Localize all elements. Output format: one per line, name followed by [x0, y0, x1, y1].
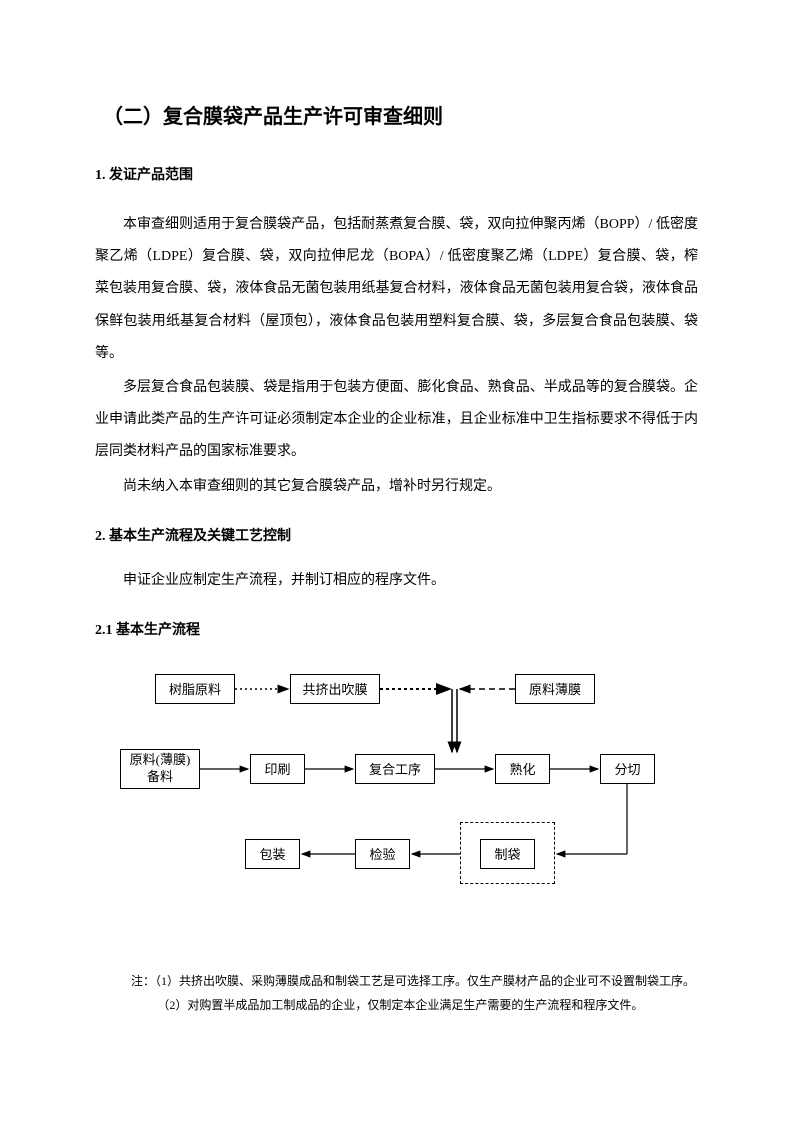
note-line1: 注：（1）共挤出吹膜、采购薄膜成品和制袋工艺是可选择工序。仅生产膜材产品的企业可…	[95, 969, 698, 993]
node-cure: 熟化	[495, 754, 550, 784]
node-coextrude: 共挤出吹膜	[290, 674, 380, 704]
flowchart: 树脂原料 共挤出吹膜 原料薄膜 原料(薄膜) 备料 印刷 复合工序 熟化 分切 …	[95, 674, 698, 934]
node-material: 原料(薄膜) 备料	[120, 749, 200, 789]
node-cut: 分切	[600, 754, 655, 784]
section21-heading: 2.1 基本生产流程	[95, 619, 698, 639]
section1-heading: 1. 发证产品范围	[95, 164, 698, 184]
node-resin: 树脂原料	[155, 674, 235, 704]
section1-para3: 尚未纳入本审查细则的其它复合膜袋产品，增补时另行规定。	[95, 471, 698, 503]
node-composite: 复合工序	[355, 754, 435, 784]
flowchart-connectors	[95, 674, 698, 934]
section1-para1: 本审查细则适用于复合膜袋产品，包括耐蒸煮复合膜、袋，双向拉伸聚丙烯（BOPP）/…	[95, 209, 698, 370]
node-rawfilm: 原料薄膜	[515, 674, 595, 704]
notes: 注：（1）共挤出吹膜、采购薄膜成品和制袋工艺是可选择工序。仅生产膜材产品的企业可…	[95, 969, 698, 1017]
section2-heading: 2. 基本生产流程及关键工艺控制	[95, 525, 698, 545]
note-line2: （2）对购置半成品加工制成品的企业，仅制定本企业满足生产需要的生产流程和程序文件…	[95, 993, 698, 1017]
document-title: （二）复合膜袋产品生产许可审查细则	[95, 100, 698, 129]
node-inspect: 检验	[355, 839, 410, 869]
node-package: 包装	[245, 839, 300, 869]
section2-para1: 申证企业应制定生产流程，并制订相应的程序文件。	[95, 565, 698, 597]
node-bag: 制袋	[480, 839, 535, 869]
section1-para2: 多层复合食品包装膜、袋是指用于包装方便面、膨化食品、熟食品、半成品等的复合膜袋。…	[95, 372, 698, 469]
node-print: 印刷	[250, 754, 305, 784]
